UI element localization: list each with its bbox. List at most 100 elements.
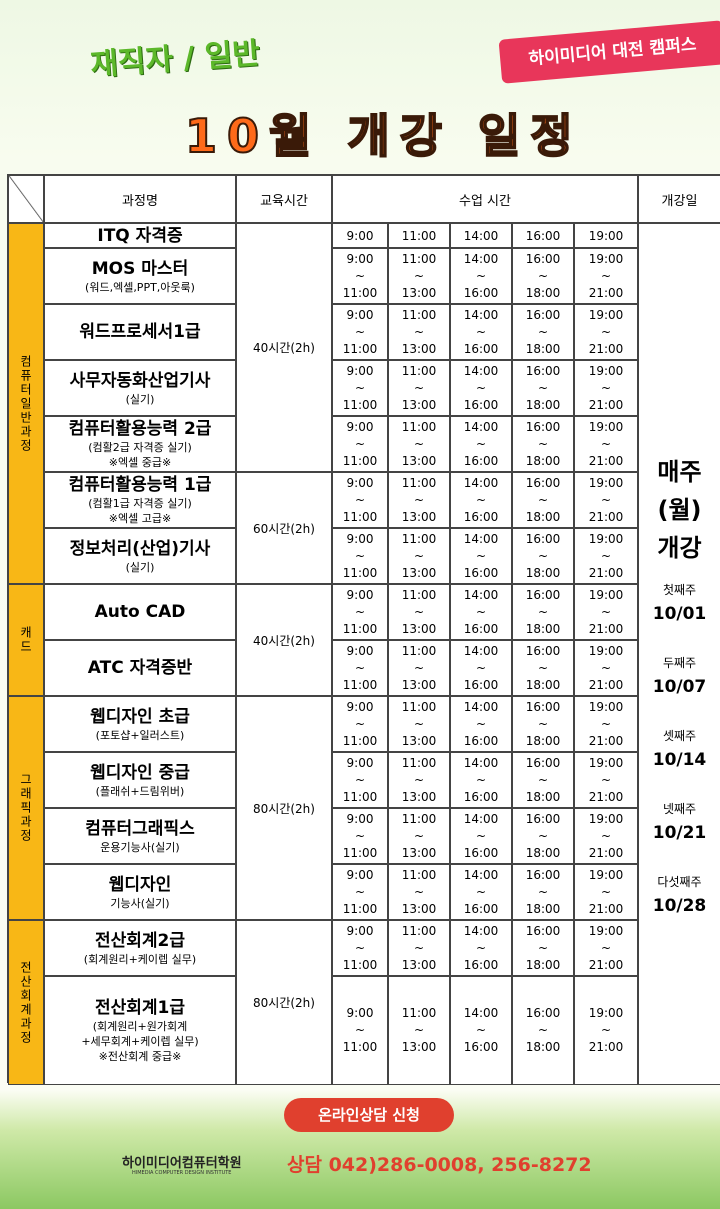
time-cell: 19:00 ~21:00 [574,976,638,1085]
time-cell: 9:00 ~11:00 [332,752,388,808]
time-start: 19:00 [588,531,624,546]
time-start: 14:00 [463,475,499,490]
time-cell: 19:00 ~21:00 [574,640,638,696]
time-end: 11:00 [342,453,378,468]
time-start: 16:00 [525,643,561,658]
time-sep: ~ [537,436,549,451]
course-name: Auto CAD [94,602,186,622]
time-start: 19:00 [588,587,624,602]
course-note: +세무회계+케이렙 실무) [81,1035,199,1048]
time-start: 11:00 [401,923,437,938]
time-end: 13:00 [401,453,437,468]
time-cell: 14:00 ~16:00 [450,528,512,584]
time-start: 16:00 [525,587,561,602]
time-end: 16:00 [463,789,499,804]
time-cell: 14:00 ~16:00 [450,696,512,752]
time-sep: ~ [354,716,366,731]
time-sep: ~ [537,828,549,843]
time-end: 16:00 [463,677,499,692]
time-cell: 19:00 ~21:00 [574,696,638,752]
time-end: 11:00 [342,901,378,916]
time-cell: 19:00 ~21:00 [574,584,638,640]
course-name: ATC 자격증반 [87,658,193,678]
time-end: 13:00 [401,789,437,804]
time-start: 9:00 [346,811,374,826]
time-cell: 14:00 ~16:00 [450,864,512,920]
course-note: (실기) [125,560,155,574]
column-header: 개강일 [638,175,720,223]
opening-headline: (월) [657,495,702,524]
time-cell: 9:00 ~11:00 [332,304,388,360]
course-name: 사무자동화산업기사 [69,370,211,391]
time-start: 19:00 [588,699,624,714]
time-cell: 19:00 ~21:00 [574,808,638,864]
time-end: 13:00 [401,509,437,524]
time-start: 9:00 [346,251,374,266]
time-cell: 16:00 ~18:00 [512,472,574,528]
time-sep: ~ [537,380,549,395]
time-start: 9:00 [346,643,374,658]
hours-cell: 80시간(2h) [236,696,332,920]
time-cell: 9:00 ~11:00 [332,808,388,864]
time-start: 14:00 [463,923,499,938]
time-cell: 11:00 ~13:00 [388,696,450,752]
time-start: 16:00 [525,867,561,882]
time-sep: ~ [413,268,425,283]
time-start: 11:00 [401,699,437,714]
time-start: 19:00 [588,1006,624,1020]
course-cell: 웹디자인 기능사(실기) [44,864,236,920]
time-sep: ~ [475,716,487,731]
time-sep: ~ [413,380,425,395]
time-start: 11:00 [401,755,437,770]
time-start: 9:00 [346,363,374,378]
course-note: (실기) [125,392,155,406]
time-sep: ~ [354,604,366,619]
time-sep: ~ [354,380,366,395]
time-sep: ~ [537,268,549,283]
time-start: 19:00 [588,251,624,266]
course-name: 웹디자인 중급 [90,762,190,783]
time-sep: ~ [413,940,425,955]
time-end: 11:00 [342,957,378,972]
course-note: (플래쉬+드림위버) [95,784,185,798]
time-end: 21:00 [588,789,624,804]
course-note: (회계원리+케이렙 실무) [83,952,197,966]
logo: 하이미디어컴퓨터학원 [122,1156,242,1171]
time-sep: ~ [600,548,612,563]
course-name: 전산회계1급 [94,998,186,1018]
time-cell: 19:00 ~21:00 [574,920,638,976]
time-sep: ~ [413,884,425,899]
course-cell: 전산회계1급 (회계원리+원가회계 +세무회계+케이렙 실무) ※전산회계 중급※ [44,976,236,1085]
time-start: 11:00 [401,228,437,243]
time-end: 16:00 [463,621,499,636]
logo-sub: HIMEDIA COMPUTER DESIGN INSTITUTE [132,1170,232,1176]
time-end: 13:00 [401,621,437,636]
time-sep: ~ [537,1023,549,1037]
time-cell: 14:00 ~16:00 [450,472,512,528]
time-end: 16:00 [463,341,499,356]
time-cell: 19:00 ~21:00 [574,304,638,360]
consult-button[interactable]: 온라인상담 신청 [284,1098,454,1132]
time-sep: ~ [475,660,487,675]
time-cell: 9:00 ~11:00 [332,360,388,416]
time-start: 14:00 [463,1006,499,1020]
time-end: 18:00 [525,1040,561,1054]
time-start: 11:00 [401,531,437,546]
course-name: 컴퓨터그래픽스 [85,818,195,839]
time-start: 9:00 [346,755,374,770]
time-sep: ~ [354,940,366,955]
time-end: 18:00 [525,957,561,972]
time-end: 11:00 [342,789,378,804]
time-sep: ~ [537,660,549,675]
time-sep: ~ [413,716,425,731]
time-cell: 19:00 ~21:00 [574,416,638,472]
time-sep: ~ [600,380,612,395]
time-sep: ~ [537,940,549,955]
time-start: 19:00 [588,755,624,770]
time-end: 18:00 [525,397,561,412]
time-cell: 19:00 ~21:00 [574,248,638,304]
column-header: 과정명 [44,175,236,223]
time-sep: ~ [475,436,487,451]
column-header: 교육시간 [236,175,332,223]
time-start: 11:00 [401,251,437,266]
